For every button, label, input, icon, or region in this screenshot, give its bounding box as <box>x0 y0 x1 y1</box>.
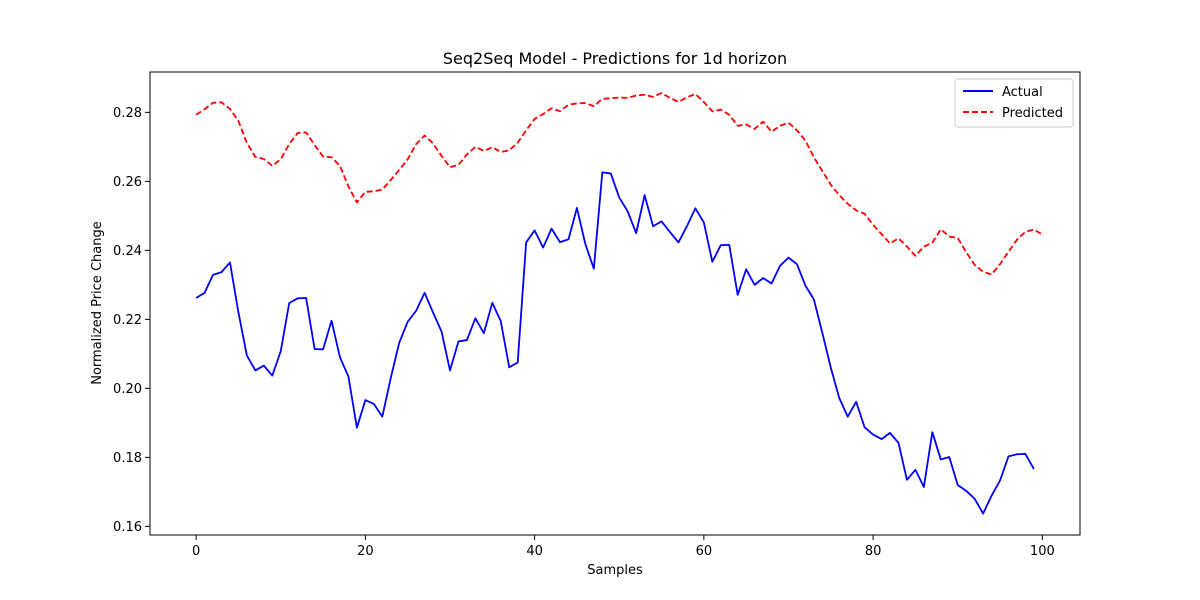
y-tick-label: 0.20 <box>113 382 142 397</box>
y-tick-label: 0.28 <box>113 106 142 121</box>
x-tick-label: 60 <box>696 544 713 559</box>
y-tick-label: 0.26 <box>113 175 142 190</box>
legend: Actual Predicted <box>954 78 1074 128</box>
chart-title: Seq2Seq Model - Predictions for 1d horiz… <box>443 49 787 68</box>
x-tick-label: 100 <box>1030 544 1055 559</box>
plot-frame <box>149 71 1081 536</box>
y-axis-label: Normalized Price Change <box>90 221 105 384</box>
legend-label-actual: Actual <box>1002 85 1043 100</box>
x-tick-label: 80 <box>865 544 882 559</box>
plot-area <box>149 71 1081 536</box>
legend-label-predicted: Predicted <box>1002 106 1063 121</box>
y-axis: 0.16 0.18 0.20 0.22 0.24 0.26 0.28 <box>113 106 150 535</box>
x-tick-label: 40 <box>526 544 543 559</box>
series-layer <box>195 92 1043 515</box>
x-tick-label: 20 <box>357 544 374 559</box>
y-tick-label: 0.22 <box>113 313 142 328</box>
y-tick-label: 0.16 <box>113 520 142 535</box>
series-line-predicted <box>195 92 1043 276</box>
y-tick-label: 0.24 <box>113 244 142 259</box>
x-axis: 0 20 40 60 80 100 <box>192 535 1055 559</box>
y-tick-label: 0.18 <box>113 451 142 466</box>
x-tick-label: 0 <box>192 544 200 559</box>
series-line-actual <box>195 171 1035 515</box>
x-axis-label: Samples <box>587 563 643 578</box>
